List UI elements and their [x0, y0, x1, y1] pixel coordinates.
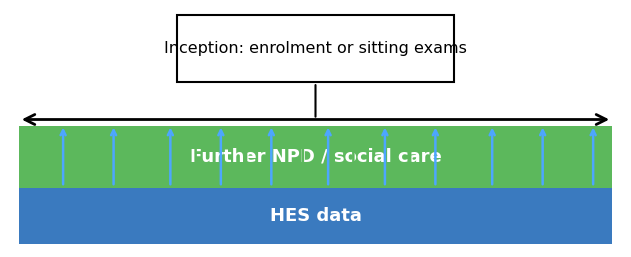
Text: Inception: enrolment or sitting exams: Inception: enrolment or sitting exams [164, 41, 467, 56]
Bar [19, 188, 612, 244]
Bar [19, 126, 612, 188]
Bar [177, 15, 454, 82]
Text: Further NPD / social care: Further NPD / social care [190, 148, 441, 166]
Text: HES data: HES data [269, 207, 362, 225]
